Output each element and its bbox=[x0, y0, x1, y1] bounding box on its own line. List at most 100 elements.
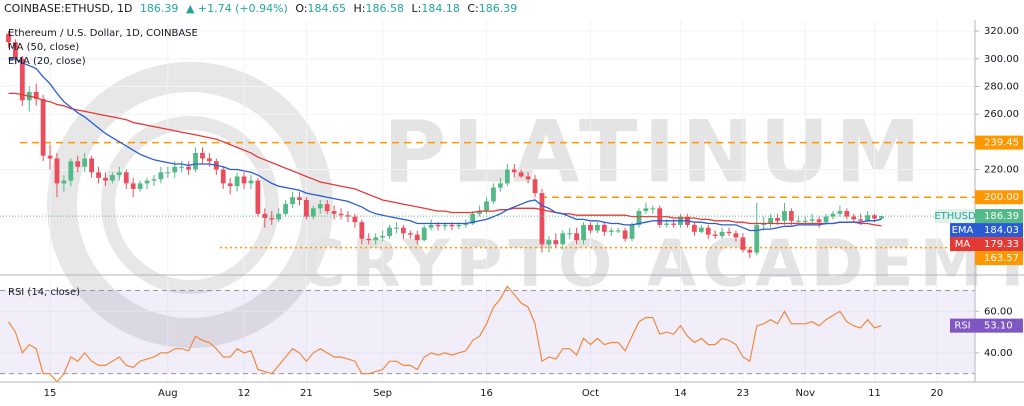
candle-body bbox=[816, 219, 822, 223]
x-tick-label: 11 bbox=[868, 388, 881, 399]
y-tick-label: 220.00 bbox=[984, 165, 1019, 176]
candle-body bbox=[456, 224, 462, 227]
y-tick-label: 40.00 bbox=[984, 348, 1013, 359]
candle-body bbox=[802, 220, 808, 222]
candle-body bbox=[484, 201, 489, 212]
tag-box bbox=[950, 318, 975, 333]
y-tick-label: 260.00 bbox=[984, 109, 1019, 120]
tag-value-box bbox=[975, 190, 1023, 205]
candle-body bbox=[373, 237, 379, 241]
candle-body bbox=[442, 224, 448, 227]
tag-value-box bbox=[975, 318, 1023, 333]
candle-body bbox=[248, 180, 254, 184]
tag-value: 186.39 bbox=[984, 211, 1019, 222]
candle-body bbox=[567, 233, 573, 235]
candle-body bbox=[518, 172, 524, 177]
candle-body bbox=[338, 213, 344, 216]
candle-body bbox=[574, 233, 580, 241]
rsi-line bbox=[8, 285, 882, 383]
candle-body bbox=[608, 230, 614, 232]
indicator-line bbox=[8, 58, 882, 232]
candle-body bbox=[19, 58, 25, 101]
candle-body bbox=[782, 211, 787, 221]
candle-body bbox=[754, 224, 760, 253]
ohlc-value: 186.39 bbox=[478, 2, 518, 15]
candle-body bbox=[227, 183, 233, 187]
candle-body bbox=[601, 224, 607, 232]
candle-body bbox=[615, 230, 621, 232]
candle-body bbox=[504, 169, 510, 184]
tag-value: 239.45 bbox=[984, 138, 1019, 149]
x-tick-label: 15 bbox=[44, 388, 57, 399]
candle-body bbox=[560, 233, 566, 245]
candle-body bbox=[726, 231, 732, 234]
x-tick-label: 12 bbox=[238, 388, 251, 399]
tag-value: 200.00 bbox=[984, 192, 1019, 203]
y-tick-label: 280.00 bbox=[984, 81, 1019, 92]
tag-label: ETHUSD bbox=[934, 211, 976, 222]
tag-label: RSI bbox=[954, 321, 970, 332]
candle-body bbox=[768, 218, 774, 224]
candle-body bbox=[269, 218, 275, 220]
tag-value-box bbox=[975, 251, 1023, 266]
x-tick-label: Sep bbox=[373, 388, 392, 399]
candle-body bbox=[837, 211, 843, 214]
candle-body bbox=[387, 227, 392, 236]
x-tick-label: 21 bbox=[300, 388, 313, 399]
watermark-title: PLATINUM bbox=[383, 102, 927, 202]
x-tick-label: Oct bbox=[582, 388, 599, 399]
candle-body bbox=[629, 224, 635, 239]
tag-value: 163.57 bbox=[984, 253, 1019, 264]
candle-body bbox=[68, 161, 74, 181]
rsi-band bbox=[0, 290, 975, 374]
chart-title: Ethereum / U.S. Dollar, 1D, COINBASE bbox=[8, 28, 198, 39]
candle-body bbox=[324, 204, 330, 212]
candle-body bbox=[809, 219, 815, 221]
candle-body bbox=[75, 161, 81, 167]
candle-body bbox=[650, 208, 656, 210]
candle-body bbox=[664, 223, 670, 225]
tag-value-box bbox=[975, 237, 1023, 252]
candle-body bbox=[137, 183, 143, 189]
y-tick-label: 60.00 bbox=[984, 306, 1013, 317]
candle-body bbox=[123, 172, 129, 184]
candle-body bbox=[698, 227, 704, 232]
x-tick-label: 14 bbox=[674, 388, 687, 399]
tag-value-box bbox=[975, 135, 1023, 150]
labels: Ethereum / U.S. Dollar, 1D, COINBASE MA … bbox=[0, 20, 1024, 399]
tag-value: 53.10 bbox=[984, 321, 1013, 332]
candle-body bbox=[511, 169, 517, 173]
candle-body bbox=[241, 176, 247, 184]
candle-body bbox=[525, 176, 531, 180]
candle-body bbox=[788, 211, 794, 221]
last-price: 186.39 bbox=[139, 2, 179, 15]
x-tick-label: Aug bbox=[158, 388, 178, 399]
tag-label: MA bbox=[955, 239, 971, 250]
candle-body bbox=[435, 224, 441, 227]
tag-value: 184.03 bbox=[984, 225, 1019, 236]
candle-body bbox=[747, 249, 753, 253]
candle-body bbox=[879, 216, 884, 219]
candle-body bbox=[12, 42, 18, 59]
candle-body bbox=[172, 166, 178, 173]
candle-body bbox=[96, 172, 101, 178]
candle-body bbox=[691, 224, 697, 232]
y-tick-label: 320.00 bbox=[984, 26, 1019, 37]
candle-body bbox=[719, 231, 725, 236]
candle-body bbox=[421, 227, 427, 241]
candle-body bbox=[622, 230, 628, 239]
candle-body bbox=[331, 211, 337, 214]
tag-value: 179.33 bbox=[984, 239, 1019, 250]
candle-body bbox=[865, 215, 871, 221]
candle-body bbox=[89, 158, 95, 173]
candle-body bbox=[366, 238, 372, 241]
marks bbox=[0, 31, 975, 383]
ohlc-key: L: bbox=[411, 2, 422, 15]
candle-body bbox=[283, 204, 289, 214]
candle-body bbox=[491, 187, 496, 202]
candle-body bbox=[581, 224, 586, 241]
candle-body bbox=[144, 180, 150, 184]
tag-label: EMA bbox=[952, 225, 974, 236]
candle-body bbox=[47, 155, 53, 159]
ohlc-key: H: bbox=[353, 2, 366, 15]
